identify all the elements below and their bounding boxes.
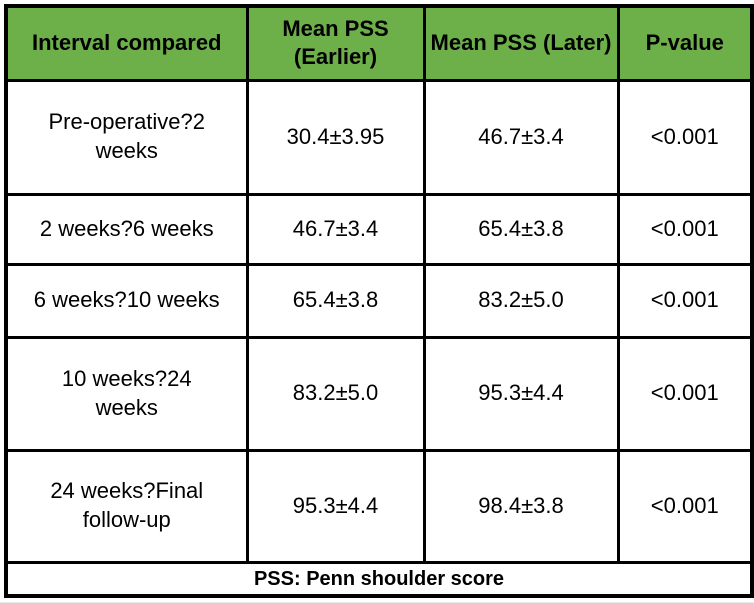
cell-mean-earlier: 30.4±3.95 xyxy=(245,78,426,196)
cell-interval: 2 weeks?6 weeks xyxy=(4,192,249,266)
header-cell-mean-pss-earlier: Mean PSS (Earlier) xyxy=(245,4,426,82)
cell-mean-earlier: 65.4±3.8 xyxy=(245,262,426,339)
cell-mean-later: 95.3±4.4 xyxy=(422,335,620,452)
cell-mean-later: 46.7±3.4 xyxy=(422,78,620,196)
header-row: Interval compared Mean PSS (Earlier) Mea… xyxy=(4,4,754,82)
cell-interval: 24 weeks?Final follow-up xyxy=(4,448,249,564)
cell-mean-later: 65.4±3.8 xyxy=(422,192,620,266)
cell-mean-earlier: 83.2±5.0 xyxy=(245,335,426,452)
header-cell-interval-compared: Interval compared xyxy=(4,4,249,82)
table-row: 6 weeks?10 weeks 65.4±3.8 83.2±5.0 <0.00… xyxy=(4,262,754,339)
header-cell-p-value: P-value xyxy=(616,4,754,82)
header-cell-mean-pss-later: Mean PSS (Later) xyxy=(422,4,620,82)
table-row: Pre-operative?2 weeks 30.4±3.95 46.7±3.4… xyxy=(4,78,754,196)
cell-mean-earlier: 95.3±4.4 xyxy=(245,448,426,564)
cell-interval: Pre-operative?2 weeks xyxy=(4,78,249,196)
table-row: 2 weeks?6 weeks 46.7±3.4 65.4±3.8 <0.001 xyxy=(4,192,754,266)
cell-p-value: <0.001 xyxy=(616,78,754,196)
cell-p-value: <0.001 xyxy=(616,335,754,452)
table-row: 10 weeks?24 weeks 83.2±5.0 95.3±4.4 <0.0… xyxy=(4,335,754,452)
cell-p-value: <0.001 xyxy=(616,192,754,266)
cell-mean-later: 98.4±3.8 xyxy=(422,448,620,564)
cell-interval: 10 weeks?24 weeks xyxy=(4,335,249,452)
cell-interval: 6 weeks?10 weeks xyxy=(4,262,249,339)
results-table: Interval compared Mean PSS (Earlier) Mea… xyxy=(4,4,754,598)
table-footnote: PSS: Penn shoulder score xyxy=(4,560,754,598)
cell-p-value: <0.001 xyxy=(616,262,754,339)
footnote-row: PSS: Penn shoulder score xyxy=(4,560,754,598)
table-row: 24 weeks?Final follow-up 95.3±4.4 98.4±3… xyxy=(4,448,754,564)
cell-p-value: <0.001 xyxy=(616,448,754,564)
cell-mean-later: 83.2±5.0 xyxy=(422,262,620,339)
cell-mean-earlier: 46.7±3.4 xyxy=(245,192,426,266)
